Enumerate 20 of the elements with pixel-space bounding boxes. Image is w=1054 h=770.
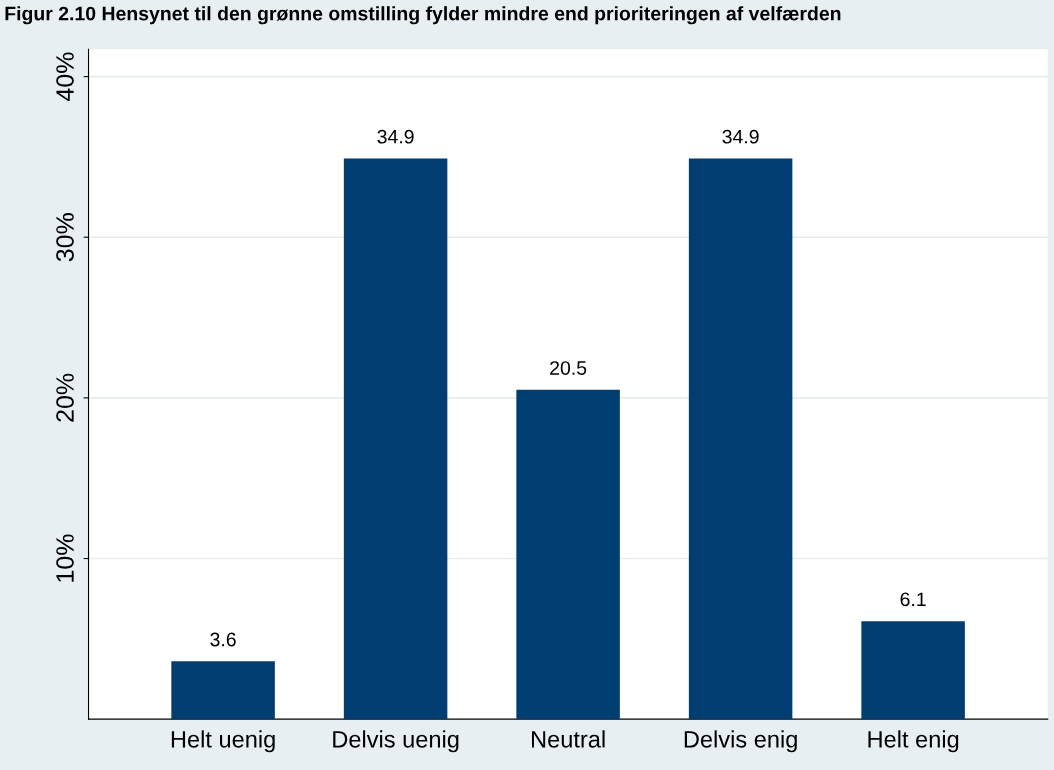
- x-tick-label: Neutral: [531, 730, 605, 748]
- x-tick-label: Helt uenig: [171, 730, 275, 753]
- y-tick-label: 20%: [56, 373, 74, 422]
- bar: [343, 158, 448, 720]
- y-tick-label: 40%: [56, 52, 74, 102]
- x-tick-label: Helt enig: [868, 730, 959, 753]
- x-tick-label: Delvis uenig: [333, 730, 459, 753]
- y-tick-label: 10%: [56, 534, 74, 582]
- data-label: 34.9: [722, 129, 759, 144]
- data-label: 20.5: [550, 361, 587, 375]
- data-label: 34.9: [377, 129, 414, 144]
- data-label: 3.6: [210, 632, 236, 647]
- chart-title: Figur 2.10 Hensynet til den grønne omstilling fylder mindre end prioriteringen af velfærden: [5, 6, 841, 25]
- bar: [688, 158, 793, 720]
- bar: [516, 389, 620, 720]
- x-tick-label: Delvis enig: [684, 730, 797, 753]
- data-label: 6.1: [900, 592, 926, 607]
- bar: [171, 661, 275, 720]
- y-tick-label: 30%: [56, 213, 74, 262]
- bar: [861, 621, 965, 720]
